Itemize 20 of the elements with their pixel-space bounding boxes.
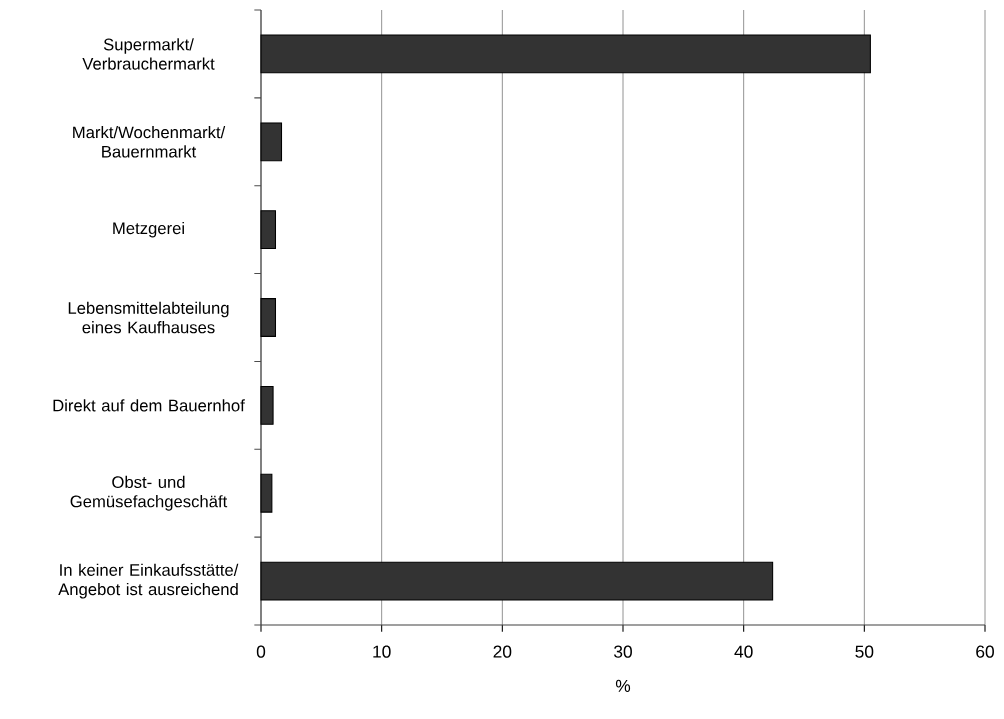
x-axis-title: % (615, 679, 631, 692)
x-tick-label: 20 (493, 645, 512, 658)
x-tick-label: 50 (855, 645, 874, 658)
x-tick-label: 30 (614, 645, 632, 658)
y-tick-label: Lebensmittelabteilung eines Kaufhauses (68, 301, 229, 334)
y-tick-label: Obst- und Gemüsefachgeschäft (70, 475, 228, 511)
y-tick-label: Supermarkt/ Verbrauchermarkt (82, 38, 215, 70)
bar (260, 122, 283, 162)
bar (260, 210, 277, 250)
y-tick-label: In keiner Einkaufsstätte/ Angebot ist ausreichend (58, 563, 239, 599)
x-tick-label: 40 (734, 645, 753, 658)
y-tick-label: Metzgerei (113, 221, 184, 238)
x-tick-label: 0 (256, 645, 266, 658)
y-tick-label: Markt/Wochenmarkt/ Bauernmarkt (73, 126, 226, 158)
bar (260, 473, 273, 513)
bar (260, 298, 277, 337)
y-tick-label: Direkt auf dem Bauernhof (53, 399, 245, 412)
x-tick-label: 10 (373, 645, 391, 658)
bar (260, 385, 274, 425)
x-tick-label: 60 (976, 645, 994, 658)
